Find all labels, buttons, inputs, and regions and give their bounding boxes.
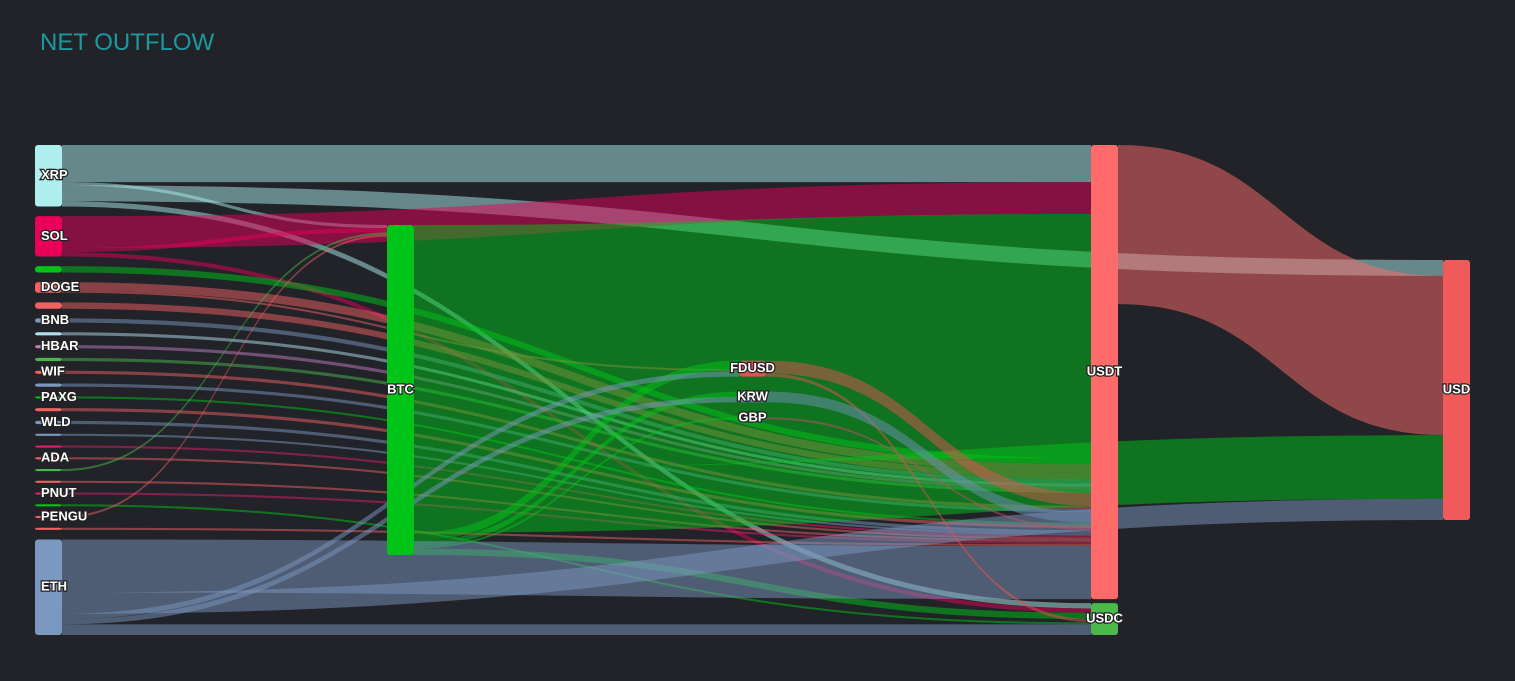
node-label: WLD: [41, 414, 71, 429]
node: [35, 504, 62, 507]
node: [35, 527, 62, 530]
link: [766, 373, 1091, 623]
link: [766, 391, 1091, 523]
node: [35, 370, 62, 374]
link: [766, 417, 1091, 531]
node: [35, 480, 62, 483]
node: [387, 224, 414, 556]
node-label: HBAR: [41, 338, 79, 353]
link: [1118, 145, 1443, 436]
link: [62, 624, 1091, 635]
node: [35, 345, 62, 349]
node-label: USDC: [1086, 611, 1123, 626]
nodes: XRP SOL DOGE BNB HBAR WIF PAXG WLD ADA PNUT PENGU B…: [35, 145, 1471, 635]
link: [414, 391, 739, 547]
node-label: PAXG: [41, 389, 77, 404]
node-label: PNUT: [41, 485, 76, 500]
node-label: GBP: [738, 410, 767, 425]
link: [62, 232, 387, 472]
node: [1443, 260, 1470, 520]
link: [62, 145, 1091, 183]
node: [35, 332, 62, 336]
node: [35, 457, 62, 460]
link: [414, 213, 1091, 470]
node: [35, 145, 62, 207]
node-label: SOL: [41, 228, 68, 243]
link: [62, 182, 1091, 249]
node: [35, 383, 62, 387]
node: [35, 396, 62, 399]
node: [35, 515, 62, 519]
node-label: PENGU: [41, 508, 87, 523]
node: [739, 391, 766, 403]
node-label: DOGE: [41, 279, 80, 294]
node-label: KRW: [737, 388, 769, 403]
node: [35, 266, 62, 273]
node: [1091, 603, 1118, 635]
node: [1091, 145, 1118, 600]
node-label: USD: [1443, 381, 1470, 396]
link: [414, 417, 739, 549]
node: [35, 492, 62, 495]
node: [35, 445, 62, 448]
node-label: BNB: [41, 312, 69, 327]
link: [62, 234, 387, 519]
node-label: ADA: [41, 450, 70, 465]
node-label: ETH: [41, 579, 67, 594]
node: [35, 282, 62, 293]
node-label: BTC: [387, 381, 414, 396]
link: [414, 360, 739, 542]
link: [766, 360, 1091, 506]
link: [62, 527, 1091, 547]
node: [35, 318, 62, 323]
node: [35, 302, 62, 309]
node: [35, 216, 62, 257]
node: [35, 420, 62, 425]
node: [35, 357, 62, 362]
node: [35, 433, 62, 436]
node-label: FDUSD: [730, 360, 775, 375]
node: [739, 417, 766, 420]
node: [739, 360, 766, 377]
node-label: USDT: [1087, 364, 1122, 379]
node-label: XRP: [41, 167, 68, 182]
node: [35, 408, 62, 412]
node-label: WIF: [41, 364, 65, 379]
node: [35, 539, 62, 635]
link: [62, 182, 387, 229]
chart-title: NET OUTFLOW: [40, 29, 215, 56]
link: [414, 435, 1443, 533]
node: [35, 468, 62, 472]
